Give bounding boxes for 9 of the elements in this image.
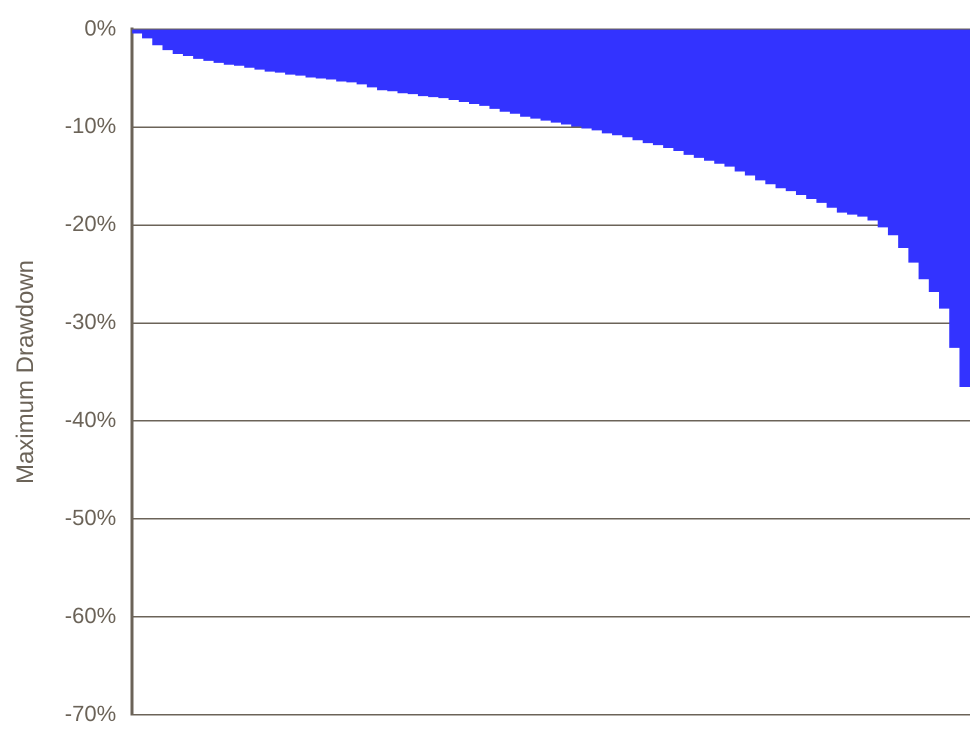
y-tick-label: -70%	[64, 700, 116, 726]
y-tick-label: -50%	[64, 504, 116, 530]
y-tick-label: -60%	[64, 602, 116, 628]
y-tick-label: -10%	[64, 113, 116, 138]
y-axis-title: Maximum Drawdown	[12, 260, 40, 484]
y-tick-label: -30%	[64, 309, 116, 334]
y-tick-label: 0%	[84, 15, 116, 40]
y-tick-label: -40%	[64, 407, 116, 432]
y-tick-label: -20%	[64, 211, 116, 236]
